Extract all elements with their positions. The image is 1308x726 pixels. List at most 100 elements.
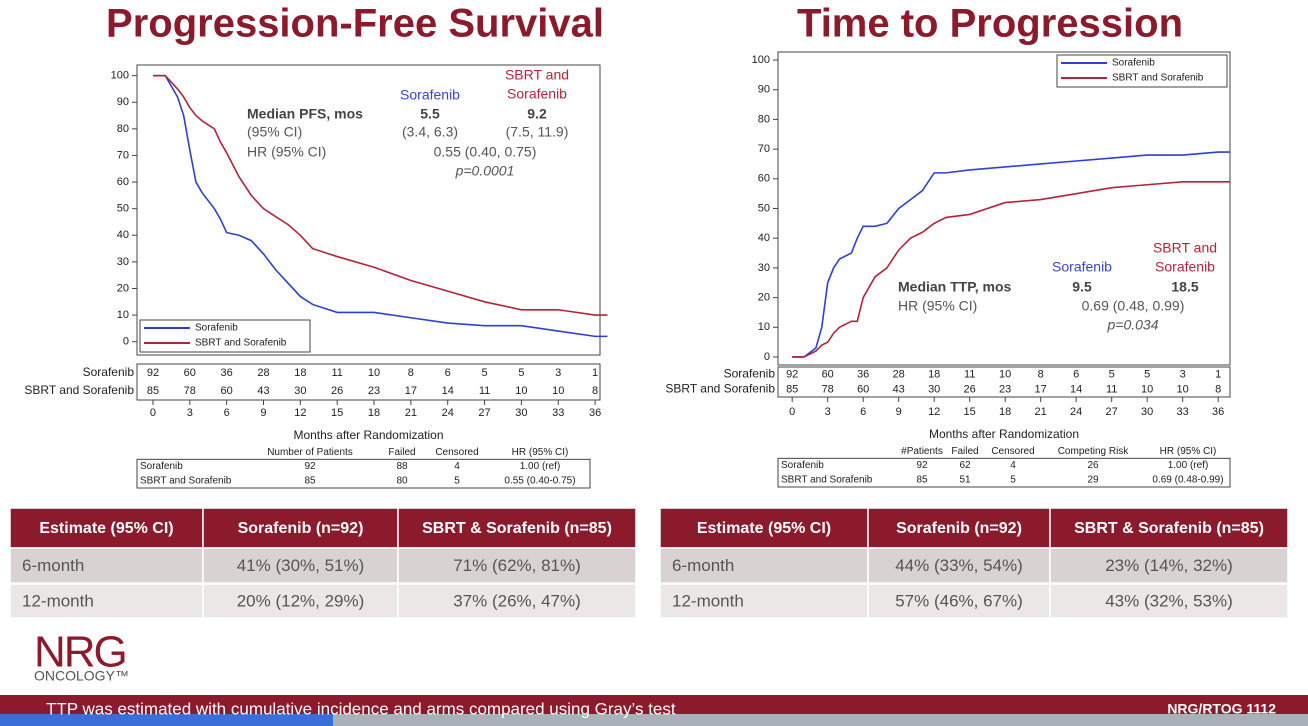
table-header: SBRT & Sorafenib (n=85) [1074,520,1264,537]
risk-count: 14 [1070,383,1082,395]
risk-count: 23 [368,385,380,397]
risk-count: 5 [518,367,524,379]
x-tick-label: 6 [860,406,866,418]
y-tick-label: 80 [758,113,770,125]
summary-cell: 1.00 (ref) [1168,460,1209,471]
risk-count: 60 [221,385,233,397]
footer-study: NRG/RTOG 1112 [1167,701,1276,717]
table-header: Estimate (95% CI) [697,520,831,537]
risk-count: 26 [964,383,976,395]
summary-header: Failed [388,447,415,458]
x-tick-label: 24 [1070,406,1082,418]
risk-row-label: SBRT and Sorafenib [665,382,775,396]
risk-count: 18 [928,368,940,380]
table-text: 41% (30%, 51%) [237,556,365,575]
summary-box [136,458,591,489]
risk-count: 23 [999,383,1011,395]
y-tick-label: 20 [117,282,129,294]
summary-cell: 92 [916,460,928,471]
risk-count: 10 [552,385,564,397]
x-tick-label: 15 [331,407,343,419]
y-tick-label: 40 [117,229,129,241]
annotation: Sorafenib [507,86,567,102]
risk-count: 10 [368,367,380,379]
annotation: Sorafenib [1155,259,1215,275]
table-text: 12-month [22,591,94,610]
table-cell [1049,547,1289,584]
risk-count: 30 [928,383,940,395]
y-tick-label: 0 [764,351,770,363]
annotation: (7.5, 11.9) [506,124,569,140]
x-tick-label: 36 [1212,406,1224,418]
risk-count: 10 [515,385,527,397]
x-tick-label: 30 [515,407,527,419]
x-axis-label: Months after Randomization [293,428,443,442]
table-header-cell [202,507,399,549]
x-axis-label: Months after Randomization [929,427,1079,441]
x-tick-label: 27 [478,407,490,419]
y-tick-label: 50 [758,202,770,214]
table-text: 23% (14%, 32%) [1105,556,1233,575]
x-tick-label: 15 [964,406,976,418]
plot-frame [136,64,601,356]
risk-count: 17 [405,385,417,397]
risk-count: 28 [257,367,269,379]
summary-header: Competing Risk [1058,446,1130,457]
survival-curve [792,180,1230,358]
risk-count: 8 [408,367,414,379]
summary-row-label: Sorafenib [140,461,183,472]
table-cell [659,547,869,584]
annotation: Sorafenib [400,87,460,103]
summary-cell: 5 [454,475,460,486]
annotation: 9.5 [1072,279,1092,295]
annotation: Sorafenib [1052,259,1112,275]
risk-count: 60 [857,383,869,395]
table-text: 12-month [672,591,744,610]
risk-row-label: SBRT and Sorafenib [24,383,134,397]
summary-cell: 0.55 (0.40-0.75) [504,475,575,486]
annotation: 0.55 (0.40, 0.75) [434,144,537,160]
x-tick-label: 27 [1106,406,1118,418]
risk-count: 5 [481,367,487,379]
y-tick-label: 30 [758,262,770,274]
risk-box [136,363,601,401]
risk-count: 6 [445,367,451,379]
summary-header: Censored [435,447,478,458]
table-header: Sorafenib (n=92) [896,520,1022,537]
summary-box [777,457,1231,488]
risk-box [777,366,1231,398]
summary-row-label: SBRT and Sorafenib [781,474,873,485]
y-tick-label: 70 [758,143,770,155]
progress-bar [0,714,333,726]
table-cell [9,583,204,619]
annotation: SBRT and [1153,240,1217,256]
risk-count: 1 [592,367,598,379]
risk-count: 3 [555,367,561,379]
table-cell [397,547,637,584]
annotation: Median TTP, mos [898,279,1012,295]
risk-count: 11 [1106,383,1117,395]
risk-count: 8 [1215,383,1221,395]
risk-count: 10 [1177,383,1189,395]
table-header: SBRT & Sorafenib (n=85) [422,520,612,537]
y-tick-label: 90 [117,96,129,108]
summary-cell: 4 [1010,460,1016,471]
table-header: Estimate (95% CI) [39,520,173,537]
summary-cell: 0.69 (0.48-0.99) [1152,474,1223,485]
x-tick-label: 24 [442,407,454,419]
x-tick-label: 0 [789,406,795,418]
x-tick-label: 6 [224,407,230,419]
summary-cell: 26 [1087,460,1099,471]
legend-label: Sorafenib [1112,58,1155,69]
summary-cell: 85 [304,475,316,486]
survival-curve [792,151,1230,358]
x-tick-label: 30 [1141,406,1153,418]
y-tick-label: 100 [111,70,129,82]
y-tick-label: 40 [758,232,770,244]
y-tick-label: 10 [758,321,770,333]
legend-label: SBRT and Sorafenib [195,338,287,349]
risk-count: 60 [184,367,196,379]
summary-cell: 88 [396,461,408,472]
y-tick-label: 80 [117,123,129,135]
table-cell [202,583,399,619]
